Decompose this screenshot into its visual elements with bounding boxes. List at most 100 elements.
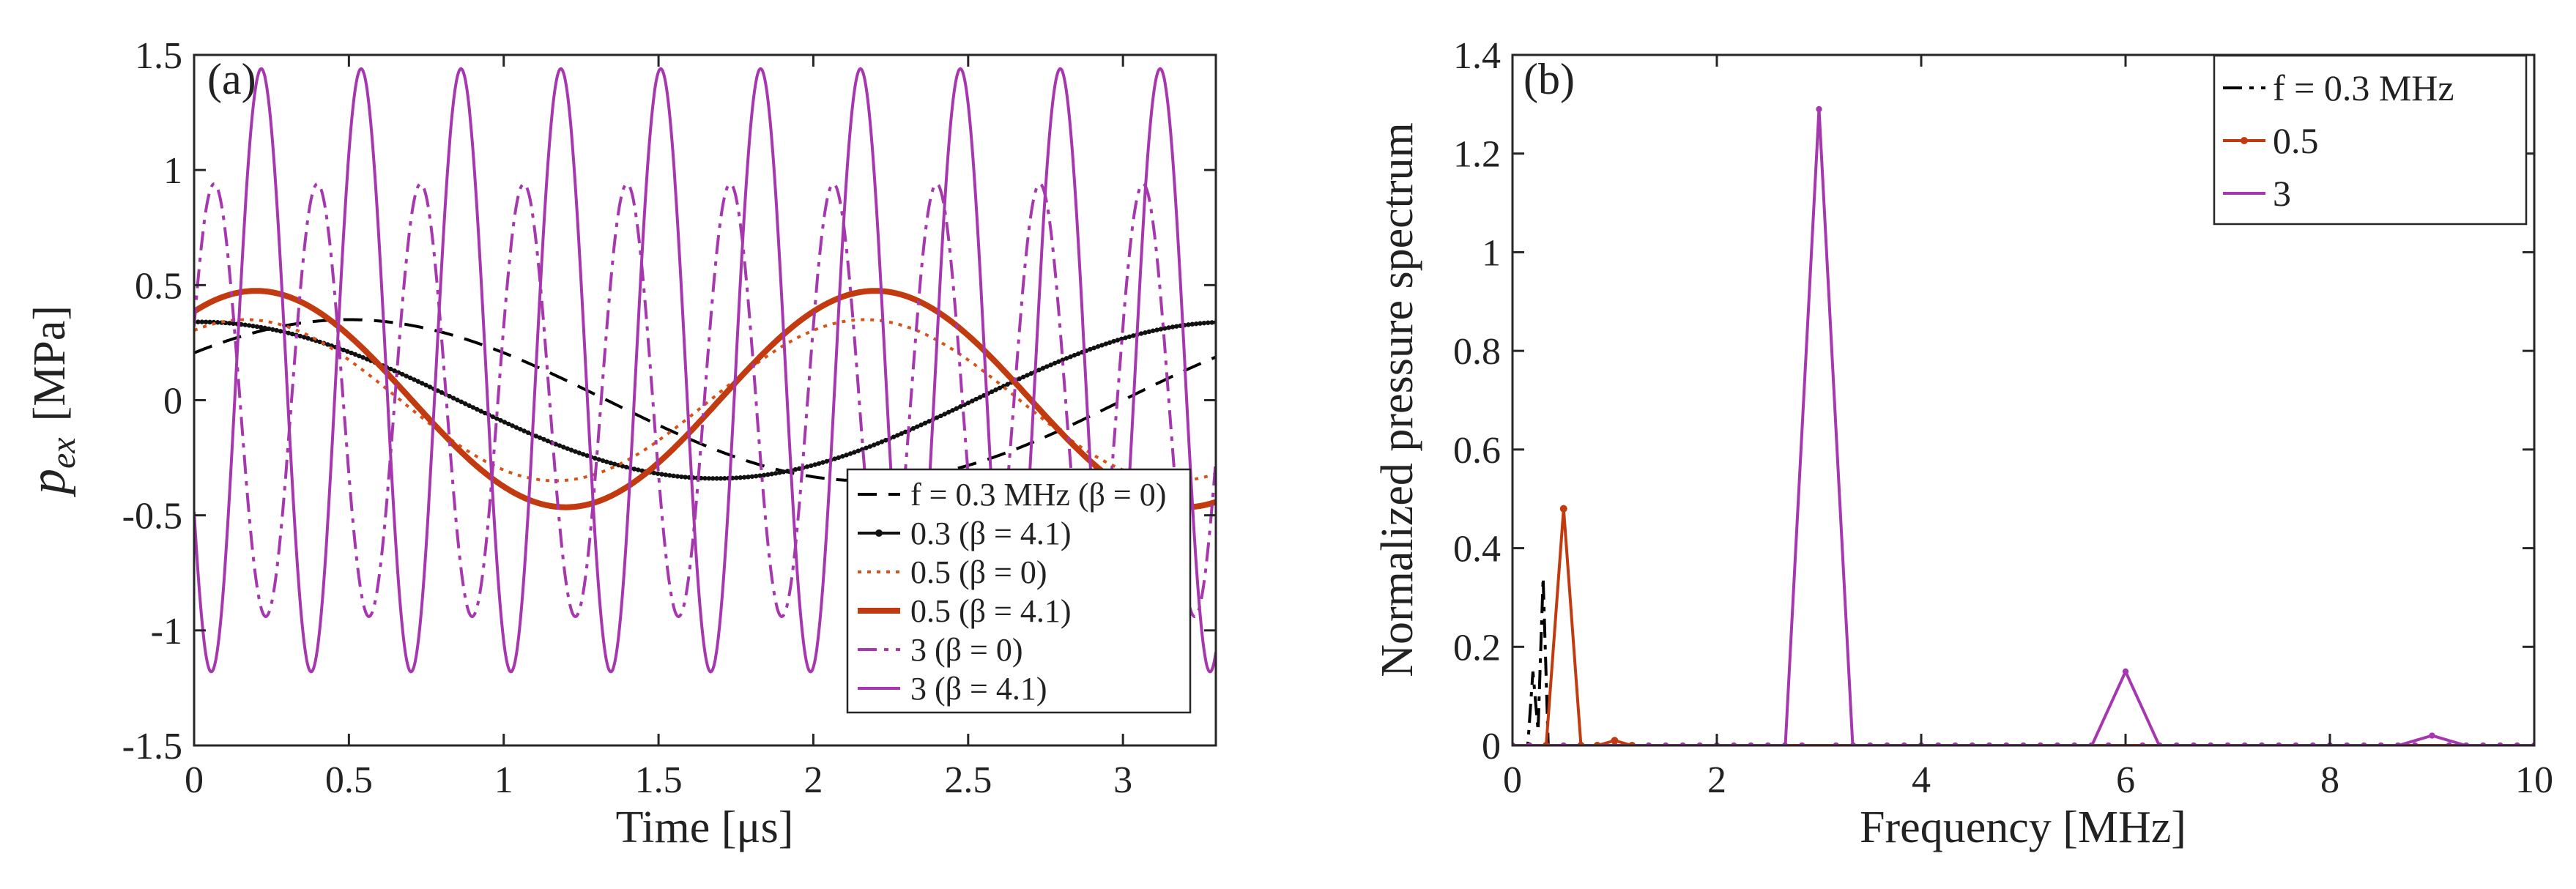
panel-a-series-marker [844,453,849,458]
panel-a-series-marker [710,476,716,481]
panel-a-series-marker [450,395,456,401]
panel-a-series-marker [533,434,538,439]
panel-a-series-marker [675,474,680,479]
y-label-unit: [MPa] [25,305,75,421]
panel-a-series-marker [506,421,511,427]
panel-a-series-marker [950,408,955,413]
panel-a-series-marker [419,381,425,386]
panel-a-x-axis-label: Time [μs] [616,803,794,852]
panel-b-legend-box [2213,54,2528,226]
panel-a-series-marker [1186,322,1191,327]
panel-b-label: (b) [1523,55,1575,103]
panel-a-series-marker [989,389,995,395]
panel-a-series-marker [797,466,802,472]
panel-a-legend-label: 0.5 (β = 0) [910,554,1047,590]
panel-b-series-marker [1559,505,1567,513]
panel-a-series-marker [1193,321,1199,327]
panel-a-x-tick-label: 2.5 [944,759,992,801]
panel-a-series-marker [305,335,311,341]
panel-a-series-marker [1099,343,1105,348]
panel-a-y-axis-label: pex [MPa] [20,305,83,498]
panel-a-series-marker [781,469,787,475]
panel-a-series-marker [918,423,924,428]
panel-a-series-marker [537,435,543,440]
panel-a-series-marker [761,472,767,478]
panel-a-series-marker [1088,346,1093,352]
panel-a-series-marker [242,322,248,327]
panel-b-legend-marker [2241,137,2248,144]
panel-a-series-marker [891,434,897,439]
panel-b-x-tick-label: 10 [2515,759,2553,801]
panel-b-series-marker [2122,668,2129,675]
panel-a-series-marker [714,476,719,481]
panel-a-series-marker [875,441,880,446]
panel-a-series-marker [400,371,405,377]
panel-a-series-marker [1206,320,1211,325]
panel-a-y-tick-label: -1.5 [122,726,182,767]
panel-a-series-marker [502,420,508,425]
panel-a-series-marker [478,409,483,414]
panel-a-series-marker [565,446,570,451]
panel-a-series-marker [1052,360,1058,366]
panel-a-series-marker [199,319,204,324]
panel-a-y-tick-label: 1.5 [135,35,182,77]
panel-a-series-marker [364,357,370,362]
panel-a-series-marker [557,443,563,448]
panel-a-series-marker [423,382,428,388]
panel-b-x-tick-label: 8 [2320,759,2339,801]
panel-a-series-marker [1072,352,1077,358]
panel-a-x-tick-label: 0.5 [325,759,373,801]
panel-a-series-marker [1170,324,1176,330]
panel-b-x-tick-label: 4 [1912,759,1931,801]
panel-a-series-marker [671,473,676,479]
panel-a-series-marker [773,471,779,476]
panel-a-series-marker [754,473,759,479]
panel-a-series-marker [302,335,307,340]
panel-a-series-marker [1166,325,1171,330]
panel-a-series-line-0 [194,318,1216,483]
panel-a: 0 0.5 1 1.5 2 2.5 3 -1.5 -1 -0.5 0 0.5 1 1.5 (a) Time… [20,35,1217,852]
panel-a-series-marker [494,416,500,421]
panel-b-legend-label: 3 [2273,173,2291,214]
panel-a-legend-label: 3 (β = 4.1) [910,671,1047,707]
panel-a-series-marker [435,388,440,393]
panel-a-series-marker [651,470,656,476]
panel-a-axes: 0 0.5 1 1.5 2 2.5 3 -1.5 -1 -0.5 0 0.5 1 1.5 [122,35,1217,801]
panel-b-legend-label: 0.5 [2273,120,2319,161]
panel-a-series-marker [266,326,272,332]
panel-a-series-marker [467,403,472,409]
panel-a-series-marker [973,396,979,402]
panel-a-series-marker [352,351,358,357]
panel-b-series-marker [1816,105,1822,113]
panel-b-legend: f = 0.3 MHz 0.5 3 [2213,54,2528,226]
panel-a-series-marker [899,431,904,436]
panel-a-series-marker [1138,331,1144,336]
panel-a-series-marker [1111,338,1116,344]
panel-a-series-marker [325,342,330,347]
panel-a-series-marker [922,420,928,426]
panel-a-series-marker [1025,373,1030,378]
panel-a-series-marker [741,475,747,480]
panel-a-legend: f = 0.3 MHz (β = 0)0.3 (β = 4.1)0.5 (β =… [846,468,1192,714]
panel-a-series-marker [663,472,669,477]
panel-a-series-marker [1095,344,1101,349]
panel-a-series-marker [1174,324,1179,329]
panel-a-series-marker [1154,327,1159,332]
panel-b-series-marker [1611,737,1619,745]
panel-a-series-marker [784,469,790,474]
panel-a-series-marker [513,425,519,430]
panel-a-series-marker [525,430,531,436]
panel-a-series-marker [1131,333,1136,338]
panel-a-series-marker [970,398,975,403]
panel-a-series-marker [927,419,932,424]
panel-a-series-marker [231,321,236,327]
panel-a-series-marker [596,457,601,462]
panel-a-series-marker [883,437,888,443]
panel-b-y-tick-label: 0.4 [1453,529,1501,570]
panel-a-x-tick-label: 0 [185,759,204,801]
panel-a-series-marker [1143,330,1148,335]
panel-a-series-marker [867,444,873,449]
panel-a-series-marker [746,475,751,480]
panel-a-series-marker [521,428,527,434]
panel-a-series-marker [1209,320,1214,325]
